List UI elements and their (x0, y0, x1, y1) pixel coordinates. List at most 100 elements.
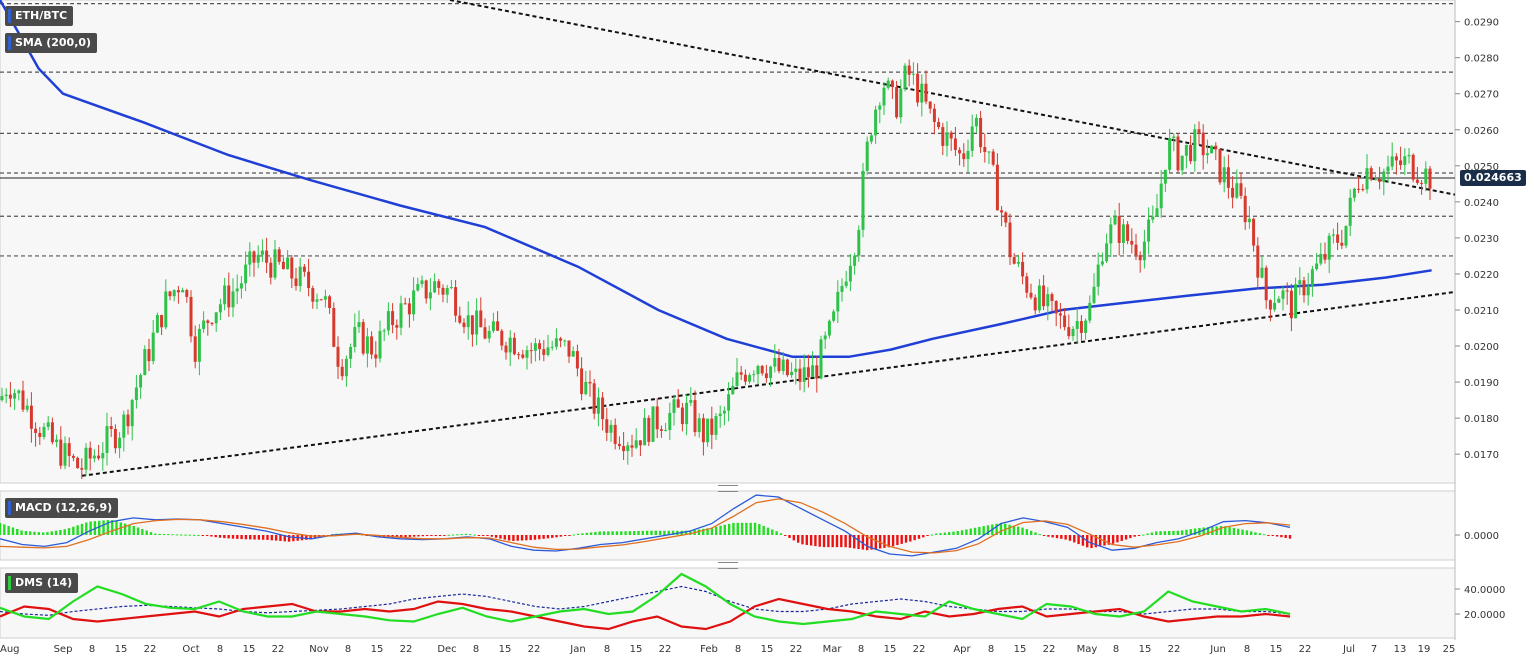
candle-body (273, 249, 277, 278)
candle-body (1226, 167, 1230, 188)
macd-histogram-bar (214, 535, 217, 538)
pane-resize-handle-macd[interactable] (718, 485, 738, 492)
macd-histogram-bar (516, 535, 519, 541)
candle-body (1407, 154, 1411, 157)
candle-body (479, 310, 483, 328)
candle-body (693, 400, 697, 433)
candle-body (71, 455, 75, 458)
candle-body (1134, 244, 1138, 256)
candle-body (857, 229, 861, 256)
candle-body (815, 365, 819, 379)
pane-resize-handle-dms[interactable] (718, 562, 738, 569)
candle-body (517, 354, 521, 356)
macd-histogram-bar (598, 531, 601, 535)
macd-histogram-bar (460, 534, 463, 536)
candle-body (1415, 179, 1419, 183)
candle-body (1096, 264, 1100, 287)
candle-body (853, 255, 857, 266)
macd-histogram-bar (67, 528, 71, 535)
macd-histogram-bar (658, 530, 662, 535)
candle-body (1252, 218, 1256, 246)
macd-histogram-bar (1167, 531, 1171, 535)
macd-histogram-bar (1008, 524, 1011, 535)
macd-histogram-bar (1064, 535, 1067, 540)
candle-body (676, 399, 680, 408)
macd-histogram-bar (63, 529, 66, 535)
x-axis-tick-label: Nov (309, 644, 329, 655)
candle-body (407, 303, 411, 315)
macd-histogram-bar (1267, 535, 1270, 536)
candle-body (42, 426, 46, 437)
macd-histogram-bar (1146, 533, 1149, 535)
candle-body (899, 88, 903, 118)
macd-pane (0, 490, 1456, 561)
macd-histogram-bar (438, 535, 442, 536)
candle-body (365, 336, 369, 354)
candle-body (689, 400, 693, 403)
candle-body (1021, 261, 1025, 277)
candle-body (92, 455, 96, 459)
macd-histogram-bar (611, 531, 614, 535)
candle-body (386, 311, 390, 331)
candle-body (1054, 301, 1058, 314)
macd-histogram-bar (904, 535, 908, 543)
macd-histogram-bar (891, 535, 895, 547)
x-axis-tick-label: 25 (1443, 644, 1456, 655)
price-tick-label: 0.0190 (1464, 378, 1499, 389)
candle-body (945, 132, 949, 146)
dms-tick-label: 20.0000 (1464, 610, 1505, 621)
x-axis-tick-label: 8 (858, 644, 864, 655)
macd-histogram-bar (1262, 534, 1266, 536)
macd-histogram-bar (753, 522, 757, 535)
macd-histogram-bar (809, 535, 813, 546)
candle-body (164, 291, 168, 328)
macd-histogram-bar (650, 530, 653, 535)
macd-histogram-bar (512, 535, 515, 541)
macd-histogram-bar (1288, 535, 1292, 539)
candle-body (1189, 144, 1193, 162)
candle-body (832, 311, 836, 321)
macd-histogram-bar (11, 527, 15, 535)
macd-histogram-bar (909, 535, 912, 542)
x-axis-tick-label: 22 (1043, 644, 1056, 655)
candle-body (1231, 187, 1235, 198)
candle-body (1256, 245, 1260, 278)
candle-body (634, 440, 638, 448)
macd-histogram-bar (447, 534, 450, 536)
x-axis-tick-label: 19 (1418, 644, 1431, 655)
candle-body (668, 412, 672, 431)
candle-body (332, 307, 336, 347)
signal-line (0, 498, 1291, 554)
macd-histogram-bar (1038, 534, 1041, 536)
macd-histogram-bar (1137, 535, 1141, 536)
x-axis-tick-label: 15 (884, 644, 897, 655)
macd-histogram-bar (766, 527, 770, 535)
candle-body (487, 330, 491, 339)
candle-body (911, 73, 915, 75)
candle-body (353, 327, 357, 347)
candle-body (840, 285, 844, 292)
candle-body (710, 418, 714, 435)
x-axis-tick-label: Sep (54, 644, 73, 655)
macd-histogram-bar (654, 530, 657, 535)
candle-body (134, 387, 138, 401)
candle-body (84, 447, 88, 470)
macd-histogram-bar (188, 534, 192, 536)
macd-histogram-bar (615, 531, 619, 535)
x-axis-tick-label: Aug (0, 644, 20, 655)
macd-histogram-bar (827, 535, 830, 548)
candle-body (966, 150, 970, 160)
macd-histogram-bar (158, 533, 161, 535)
macd-histogram-bar (240, 535, 243, 540)
x-axis-tick-label: 22 (790, 644, 803, 655)
macd-histogram-bar (607, 531, 610, 535)
macd-histogram-bar (451, 534, 455, 536)
candle-body (214, 312, 218, 324)
candle-body (643, 417, 647, 446)
macd-histogram-bar (1025, 529, 1029, 535)
candle-body (609, 424, 613, 433)
macd-histogram-bar (1254, 532, 1257, 535)
macd-histogram-bar (283, 535, 286, 542)
candle-body (1105, 243, 1109, 262)
candle-body (361, 322, 365, 354)
